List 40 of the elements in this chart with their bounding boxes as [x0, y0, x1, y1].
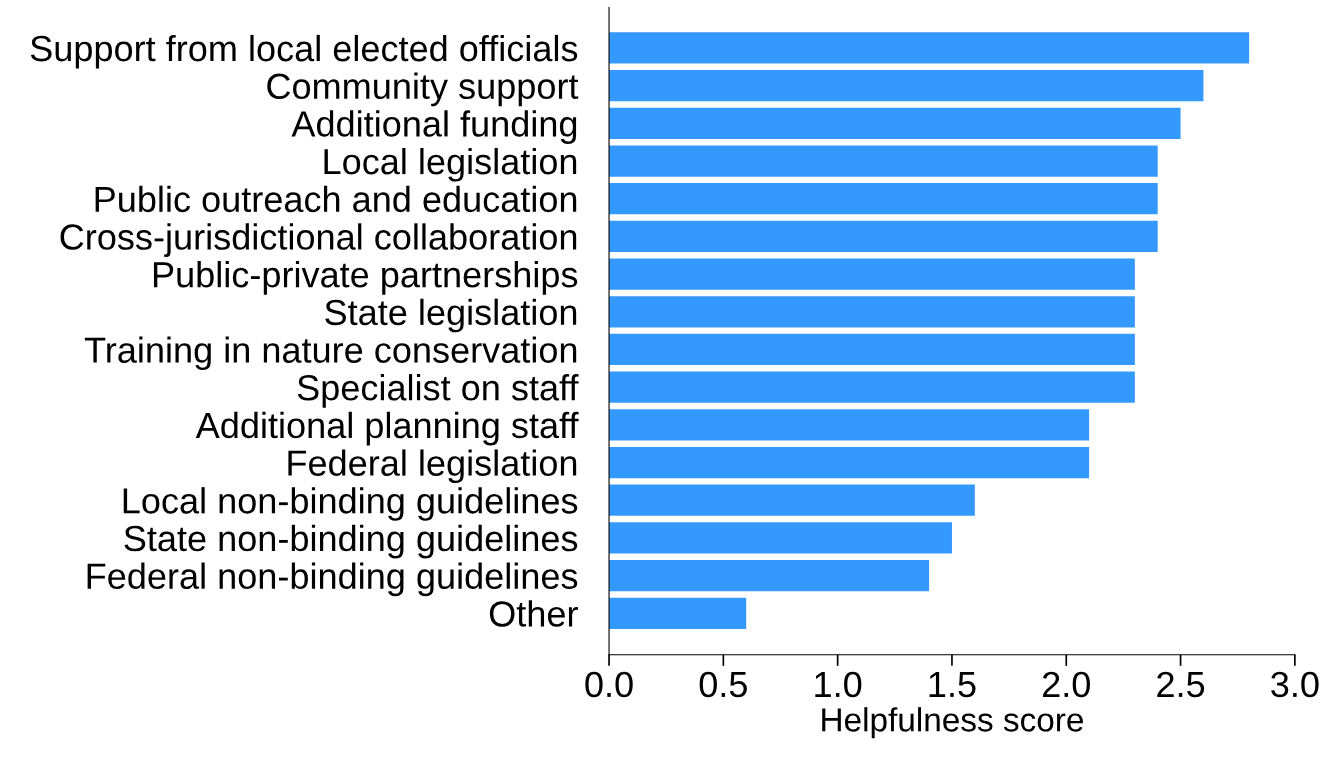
bar [609, 333, 1135, 366]
bar [609, 32, 1250, 64]
y-tick-label: Additional funding [291, 110, 577, 144]
x-tick-label: 0.5 [699, 671, 747, 698]
x-tick-label: 2.0 [1042, 671, 1090, 698]
bar [609, 296, 1135, 328]
y-tick-label: Specialist on staff [297, 374, 579, 408]
y-tick-label: Federal non-binding guidelines [87, 562, 578, 597]
y-tick-label: Public outreach and education [95, 185, 577, 213]
bar [609, 522, 952, 554]
bar [609, 70, 1204, 102]
y-tick-label: Support from local elected officials [30, 34, 578, 69]
x-tick-label: 2.5 [1157, 671, 1205, 698]
bar [609, 145, 1158, 177]
x-tick-label: 1.0 [815, 671, 862, 698]
x-axis-title: Helpfulness score [822, 707, 1083, 739]
bar [609, 597, 747, 629]
y-tick-label: Cross-jurisdictional collaboration [60, 223, 577, 257]
y-tick-label: Local legislation [324, 147, 577, 182]
y-tick-label: Training in nature conservation [84, 336, 577, 371]
x-tick-label: 3.0 [1271, 671, 1319, 698]
y-tick-label: Public-private partnerships [153, 261, 578, 295]
bar [609, 258, 1135, 290]
y-tick-label: Other [489, 600, 578, 627]
x-tick-label: 1.5 [929, 672, 976, 698]
x-tick-label: 0.0 [585, 671, 633, 698]
y-tick-label: Community support [267, 72, 579, 107]
y-tick-label: State legislation [325, 298, 577, 333]
y-tick-label: Additional planning staff [195, 411, 579, 446]
bar [609, 409, 1090, 441]
bar [609, 559, 930, 592]
bar [609, 371, 1135, 403]
y-tick-label: Local non-binding guidelines [123, 487, 578, 521]
bar [609, 183, 1158, 215]
y-tick-label: State non-binding guidelines [124, 524, 578, 559]
bar [609, 446, 1090, 479]
bar [609, 107, 1181, 139]
y-tick-label: Federal legislation [288, 449, 577, 484]
bar [609, 484, 975, 516]
bar [609, 220, 1158, 253]
